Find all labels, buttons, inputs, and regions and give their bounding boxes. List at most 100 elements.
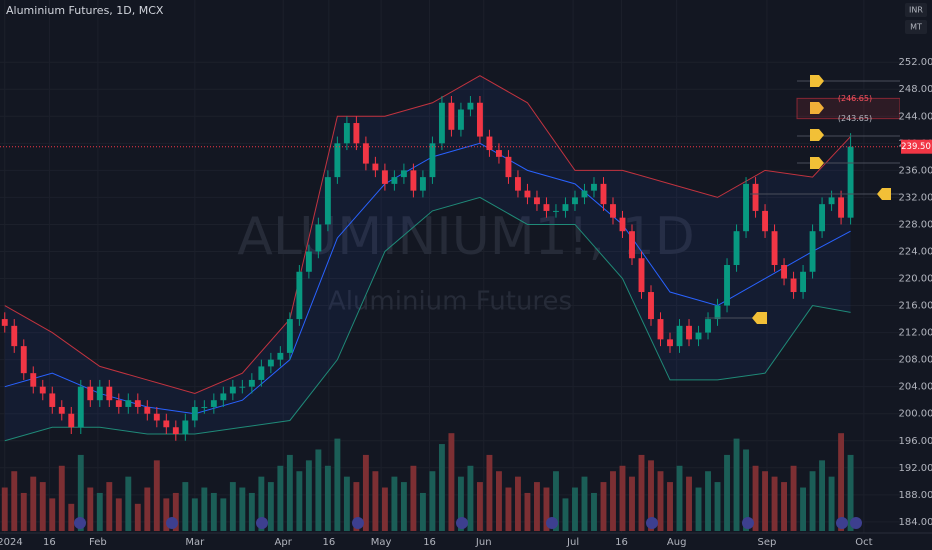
chart-title: Aluminium Futures, 1D, MCX (6, 4, 164, 17)
x-tick-label: Sep (758, 537, 777, 548)
candle-body (714, 305, 721, 320)
volume-bar (743, 449, 749, 531)
y-tick-label: 208.00 (899, 355, 932, 366)
event-icon[interactable] (546, 517, 558, 529)
volume-bar (77, 454, 84, 531)
candle-body (372, 163, 379, 171)
volume-bar (372, 471, 379, 531)
volume-bar (210, 492, 217, 531)
y-tick-label: 192.00 (899, 463, 932, 474)
volume-bar (381, 487, 388, 531)
volume-bar (343, 476, 350, 531)
candle-body (686, 325, 692, 340)
lower-band (4, 196, 851, 442)
volume-bar (828, 476, 835, 531)
volume-bar (220, 498, 227, 531)
candle-body (619, 217, 626, 232)
y-tick-label: 188.00 (899, 490, 932, 501)
marker-tag (810, 75, 824, 87)
volume-bar (629, 476, 635, 531)
y-tick-label: 184.00 (899, 517, 932, 528)
candle-body (258, 366, 265, 380)
candle-body (762, 210, 768, 232)
candle-body (229, 386, 236, 394)
x-tick-label: 16 (615, 537, 628, 548)
event-icon[interactable] (742, 517, 754, 529)
candle-body (534, 197, 540, 205)
volume-bar (790, 465, 797, 531)
event-icon[interactable] (166, 517, 178, 529)
volume-bar (305, 460, 312, 531)
upper-band (4, 75, 851, 394)
y-tick-label: 232.00 (899, 192, 932, 203)
y-tick-label: 204.00 (899, 382, 932, 393)
currency-box[interactable] (905, 3, 927, 17)
volume-bar (115, 498, 122, 531)
x-tick-label: 16 (322, 537, 335, 548)
candle-body (438, 102, 445, 144)
currency: INR (909, 6, 923, 15)
overlay: (246.65) (243.65) (0, 75, 901, 324)
band-fill (4, 75, 851, 441)
volume-bar (724, 454, 730, 531)
volume-bar (762, 471, 768, 531)
volume-bar (543, 487, 550, 531)
candle-body (771, 231, 778, 265)
candle-body (476, 102, 483, 137)
candle-body (610, 204, 616, 218)
candle-body (30, 373, 37, 387)
candle-body (515, 177, 521, 191)
last-price-tag (901, 139, 932, 154)
candles (1, 95, 854, 441)
x-tick-label: Jun (475, 537, 492, 548)
event-icon[interactable] (256, 517, 268, 529)
event-icon[interactable] (836, 517, 848, 529)
event-icon[interactable] (456, 517, 468, 529)
volume-bar (277, 465, 284, 531)
volume-bar (457, 476, 464, 531)
event-icon[interactable] (74, 517, 86, 529)
candle-body (419, 177, 426, 191)
volume-bar (49, 498, 56, 531)
volume-bar (610, 471, 616, 531)
event-icon[interactable] (850, 517, 862, 529)
watermark-subtitle: Aluminium Futures (328, 287, 572, 317)
candle-body (115, 400, 122, 407)
candle-body (648, 292, 654, 320)
candle-body (296, 271, 303, 320)
volume-bar (20, 492, 27, 531)
volume-bar (296, 471, 303, 531)
volume-bar (600, 482, 607, 531)
unit-box[interactable] (905, 20, 927, 34)
candle-body (638, 258, 645, 293)
event-icon[interactable] (352, 517, 364, 529)
volume-bar (144, 487, 151, 531)
volume-bar (334, 438, 341, 531)
unit: MT (910, 23, 922, 32)
volume-bar (505, 487, 512, 531)
volume-bar (419, 492, 426, 531)
y-tick-label: 244.00 (899, 111, 932, 122)
candle-body (77, 386, 84, 428)
volume-bar (771, 476, 778, 531)
candle-body (334, 143, 341, 178)
x-tick-label: Jul (566, 537, 579, 548)
volume-bar (153, 460, 160, 531)
event-icons (74, 517, 862, 529)
volume-pane (1, 433, 854, 531)
volume-bar (572, 487, 578, 531)
volume-bar (467, 465, 474, 531)
volume-bar (838, 433, 845, 531)
volume-bar (562, 498, 569, 531)
volume-bar (781, 482, 788, 531)
candle-body (790, 278, 797, 293)
axis-background (900, 0, 932, 550)
event-icon[interactable] (646, 517, 658, 529)
candle-body (828, 197, 835, 205)
marker-tag (877, 188, 891, 200)
y-tick-label: 252.00 (899, 57, 932, 68)
candle-body (144, 406, 151, 414)
x-tick-label: May (371, 537, 392, 548)
